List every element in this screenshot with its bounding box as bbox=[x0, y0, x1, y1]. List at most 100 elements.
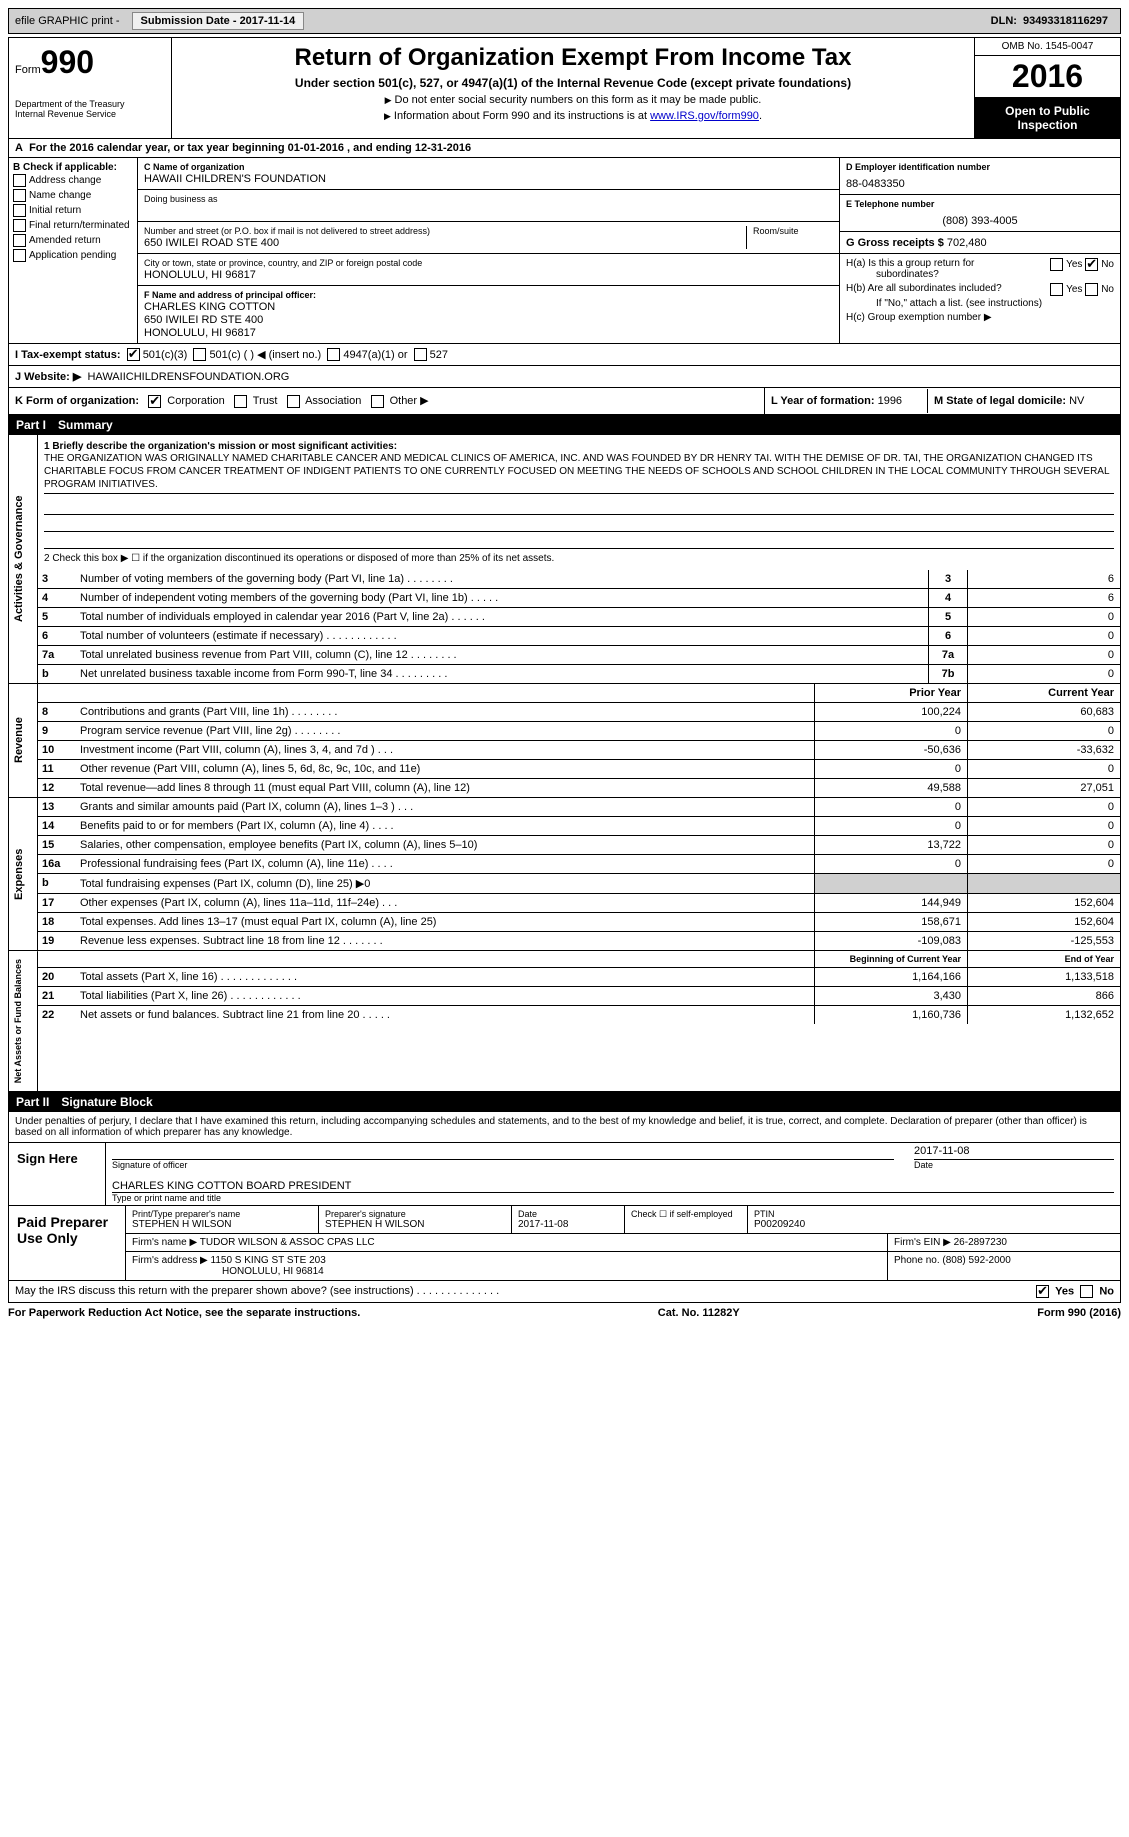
col-b-heading: B Check if applicable: bbox=[13, 162, 133, 173]
cb-application-pending[interactable] bbox=[13, 249, 26, 262]
table-row: 8Contributions and grants (Part VIII, li… bbox=[38, 703, 1120, 722]
submission-btn: Submission Date - 2017-11-14 bbox=[132, 12, 305, 30]
cb-name-change[interactable] bbox=[13, 189, 26, 202]
table-row: 18Total expenses. Add lines 13–17 (must … bbox=[38, 913, 1120, 932]
title-box: Return of Organization Exempt From Incom… bbox=[172, 38, 974, 138]
cb-trust[interactable] bbox=[234, 395, 247, 408]
tax-year: 2016 bbox=[975, 56, 1120, 98]
officer-name: CHARLES KING COTTON bbox=[144, 301, 833, 313]
table-row: 7aTotal unrelated business revenue from … bbox=[38, 646, 1120, 665]
discuss-question: May the IRS discuss this return with the… bbox=[15, 1285, 499, 1298]
org-name: HAWAII CHILDREN'S FOUNDATION bbox=[144, 173, 833, 185]
line-2: 2 Check this box ▶ ☐ if the organization… bbox=[44, 553, 1114, 564]
row-k-form-org: K Form of organization: Corporation Trus… bbox=[8, 388, 1121, 415]
table-row: 13Grants and similar amounts paid (Part … bbox=[38, 798, 1120, 817]
row-a-calendar-year: A For the 2016 calendar year, or tax yea… bbox=[8, 139, 1121, 158]
cb-association[interactable] bbox=[287, 395, 300, 408]
hc-label: H(c) Group exemption number ▶ bbox=[846, 312, 1114, 323]
room-label: Room/suite bbox=[753, 226, 833, 236]
cb-hb-yes[interactable] bbox=[1050, 283, 1063, 296]
cb-final-return[interactable] bbox=[13, 219, 26, 232]
dln-label: DLN: bbox=[991, 15, 1017, 27]
hb-note: If "No," attach a list. (see instruction… bbox=[846, 298, 1114, 309]
preparer-date: 2017-11-08 bbox=[518, 1219, 618, 1230]
discuss-row: May the IRS discuss this return with the… bbox=[8, 1281, 1121, 1303]
paid-preparer-label: Paid Preparer Use Only bbox=[9, 1206, 125, 1280]
cb-corporation[interactable] bbox=[148, 395, 161, 408]
year-formation: 1996 bbox=[878, 395, 902, 407]
cb-discuss-no[interactable] bbox=[1080, 1285, 1093, 1298]
cb-ha-no[interactable] bbox=[1085, 258, 1098, 271]
irs-link[interactable]: www.IRS.gov/form990 bbox=[650, 110, 759, 122]
header-current-year: Current Year bbox=[967, 684, 1120, 702]
firm-name: TUDOR WILSON & ASSOC CPAS LLC bbox=[200, 1237, 375, 1248]
summary-expenses: Expenses 13Grants and similar amounts pa… bbox=[8, 798, 1121, 951]
cb-address-change[interactable] bbox=[13, 174, 26, 187]
top-bar: efile GRAPHIC print - Submission Date - … bbox=[8, 8, 1121, 34]
declaration-text: Under penalties of perjury, I declare th… bbox=[9, 1112, 1120, 1142]
cb-4947[interactable] bbox=[327, 348, 340, 361]
sig-name-title: CHARLES KING COTTON BOARD PRESIDENT bbox=[112, 1180, 1114, 1193]
section-bcd: B Check if applicable: Address change Na… bbox=[8, 158, 1121, 344]
cb-initial-return[interactable] bbox=[13, 204, 26, 217]
table-row: 3Number of voting members of the governi… bbox=[38, 570, 1120, 589]
cb-501c3[interactable] bbox=[127, 348, 140, 361]
firm-addr2: HONOLULU, HI 96814 bbox=[132, 1266, 324, 1277]
telephone: (808) 393-4005 bbox=[846, 215, 1114, 227]
table-row: 6Total number of volunteers (estimate if… bbox=[38, 627, 1120, 646]
firm-phone: (808) 592-2000 bbox=[942, 1255, 1010, 1266]
omb-number: OMB No. 1545-0047 bbox=[975, 38, 1120, 56]
cb-discuss-yes[interactable] bbox=[1036, 1285, 1049, 1298]
firm-ein: 26-2897230 bbox=[954, 1237, 1007, 1248]
officer-addr1: 650 IWILEI RD STE 400 bbox=[144, 314, 833, 326]
cat-no: Cat. No. 11282Y bbox=[658, 1307, 740, 1319]
ein: 88-0483350 bbox=[846, 178, 1114, 190]
sig-name-label: Type or print name and title bbox=[112, 1193, 1114, 1203]
cb-amended[interactable] bbox=[13, 234, 26, 247]
side-revenue: Revenue bbox=[9, 684, 38, 797]
row-j-website: J Website: ▶ HAWAIICHILDRENSFOUNDATION.O… bbox=[8, 366, 1121, 388]
form-ref: Form 990 (2016) bbox=[1037, 1307, 1121, 1319]
firm-addr1: 1150 S KING ST STE 203 bbox=[211, 1255, 326, 1266]
table-row: bTotal fundraising expenses (Part IX, co… bbox=[38, 874, 1120, 894]
self-employed-check: Check ☐ if self-employed bbox=[631, 1209, 741, 1220]
dln-value: 93493318116297 bbox=[1023, 15, 1108, 27]
cb-501c[interactable] bbox=[193, 348, 206, 361]
cb-ha-yes[interactable] bbox=[1050, 258, 1063, 271]
cb-hb-no[interactable] bbox=[1085, 283, 1098, 296]
row-i-tax-exempt: I Tax-exempt status: 501(c)(3) 501(c) ( … bbox=[8, 344, 1121, 366]
table-row: 5Total number of individuals employed in… bbox=[38, 608, 1120, 627]
col-c-org-info: C Name of organization HAWAII CHILDREN'S… bbox=[138, 158, 839, 343]
efile-label: efile GRAPHIC print - bbox=[15, 15, 120, 27]
paperwork-notice: For Paperwork Reduction Act Notice, see … bbox=[8, 1307, 360, 1319]
side-activities-governance: Activities & Governance bbox=[9, 435, 38, 683]
sig-officer-label: Signature of officer bbox=[112, 1160, 894, 1170]
officer-addr2: HONOLULU, HI 96817 bbox=[144, 327, 833, 339]
part-1-header: Part ISummary bbox=[8, 415, 1121, 435]
summary-netassets: Net Assets or Fund Balances Beginning of… bbox=[8, 951, 1121, 1092]
note-info: Information about Form 990 and its instr… bbox=[178, 110, 968, 122]
cb-other[interactable] bbox=[371, 395, 384, 408]
table-row: 16aProfessional fundraising fees (Part I… bbox=[38, 855, 1120, 874]
table-row: 14Benefits paid to or for members (Part … bbox=[38, 817, 1120, 836]
side-expenses: Expenses bbox=[9, 798, 38, 950]
cb-527[interactable] bbox=[414, 348, 427, 361]
dba-label: Doing business as bbox=[144, 194, 833, 204]
summary-revenue: Revenue Prior Year Current Year 8Contrib… bbox=[8, 684, 1121, 798]
table-row: bNet unrelated business taxable income f… bbox=[38, 665, 1120, 683]
mission-label: 1 Briefly describe the organization's mi… bbox=[44, 441, 397, 452]
website: HAWAIICHILDRENSFOUNDATION.ORG bbox=[87, 371, 289, 383]
ptin: P00209240 bbox=[754, 1219, 1114, 1230]
table-row: 19Revenue less expenses. Subtract line 1… bbox=[38, 932, 1120, 950]
street-label: Number and street (or P.O. box if mail i… bbox=[144, 226, 740, 236]
side-netassets: Net Assets or Fund Balances bbox=[9, 951, 38, 1091]
table-row: 11Other revenue (Part VIII, column (A), … bbox=[38, 760, 1120, 779]
table-row: 17Other expenses (Part IX, column (A), l… bbox=[38, 894, 1120, 913]
preparer-section: Paid Preparer Use Only Print/Type prepar… bbox=[9, 1205, 1120, 1280]
col-d-ein-etc: D Employer identification number 88-0483… bbox=[839, 158, 1120, 343]
sig-date-label: Date bbox=[914, 1160, 1114, 1170]
sign-here-label: Sign Here bbox=[9, 1143, 105, 1205]
table-row: 4Number of independent voting members of… bbox=[38, 589, 1120, 608]
header-begin-year: Beginning of Current Year bbox=[814, 951, 967, 967]
part-2-header: Part IISignature Block bbox=[8, 1092, 1121, 1112]
